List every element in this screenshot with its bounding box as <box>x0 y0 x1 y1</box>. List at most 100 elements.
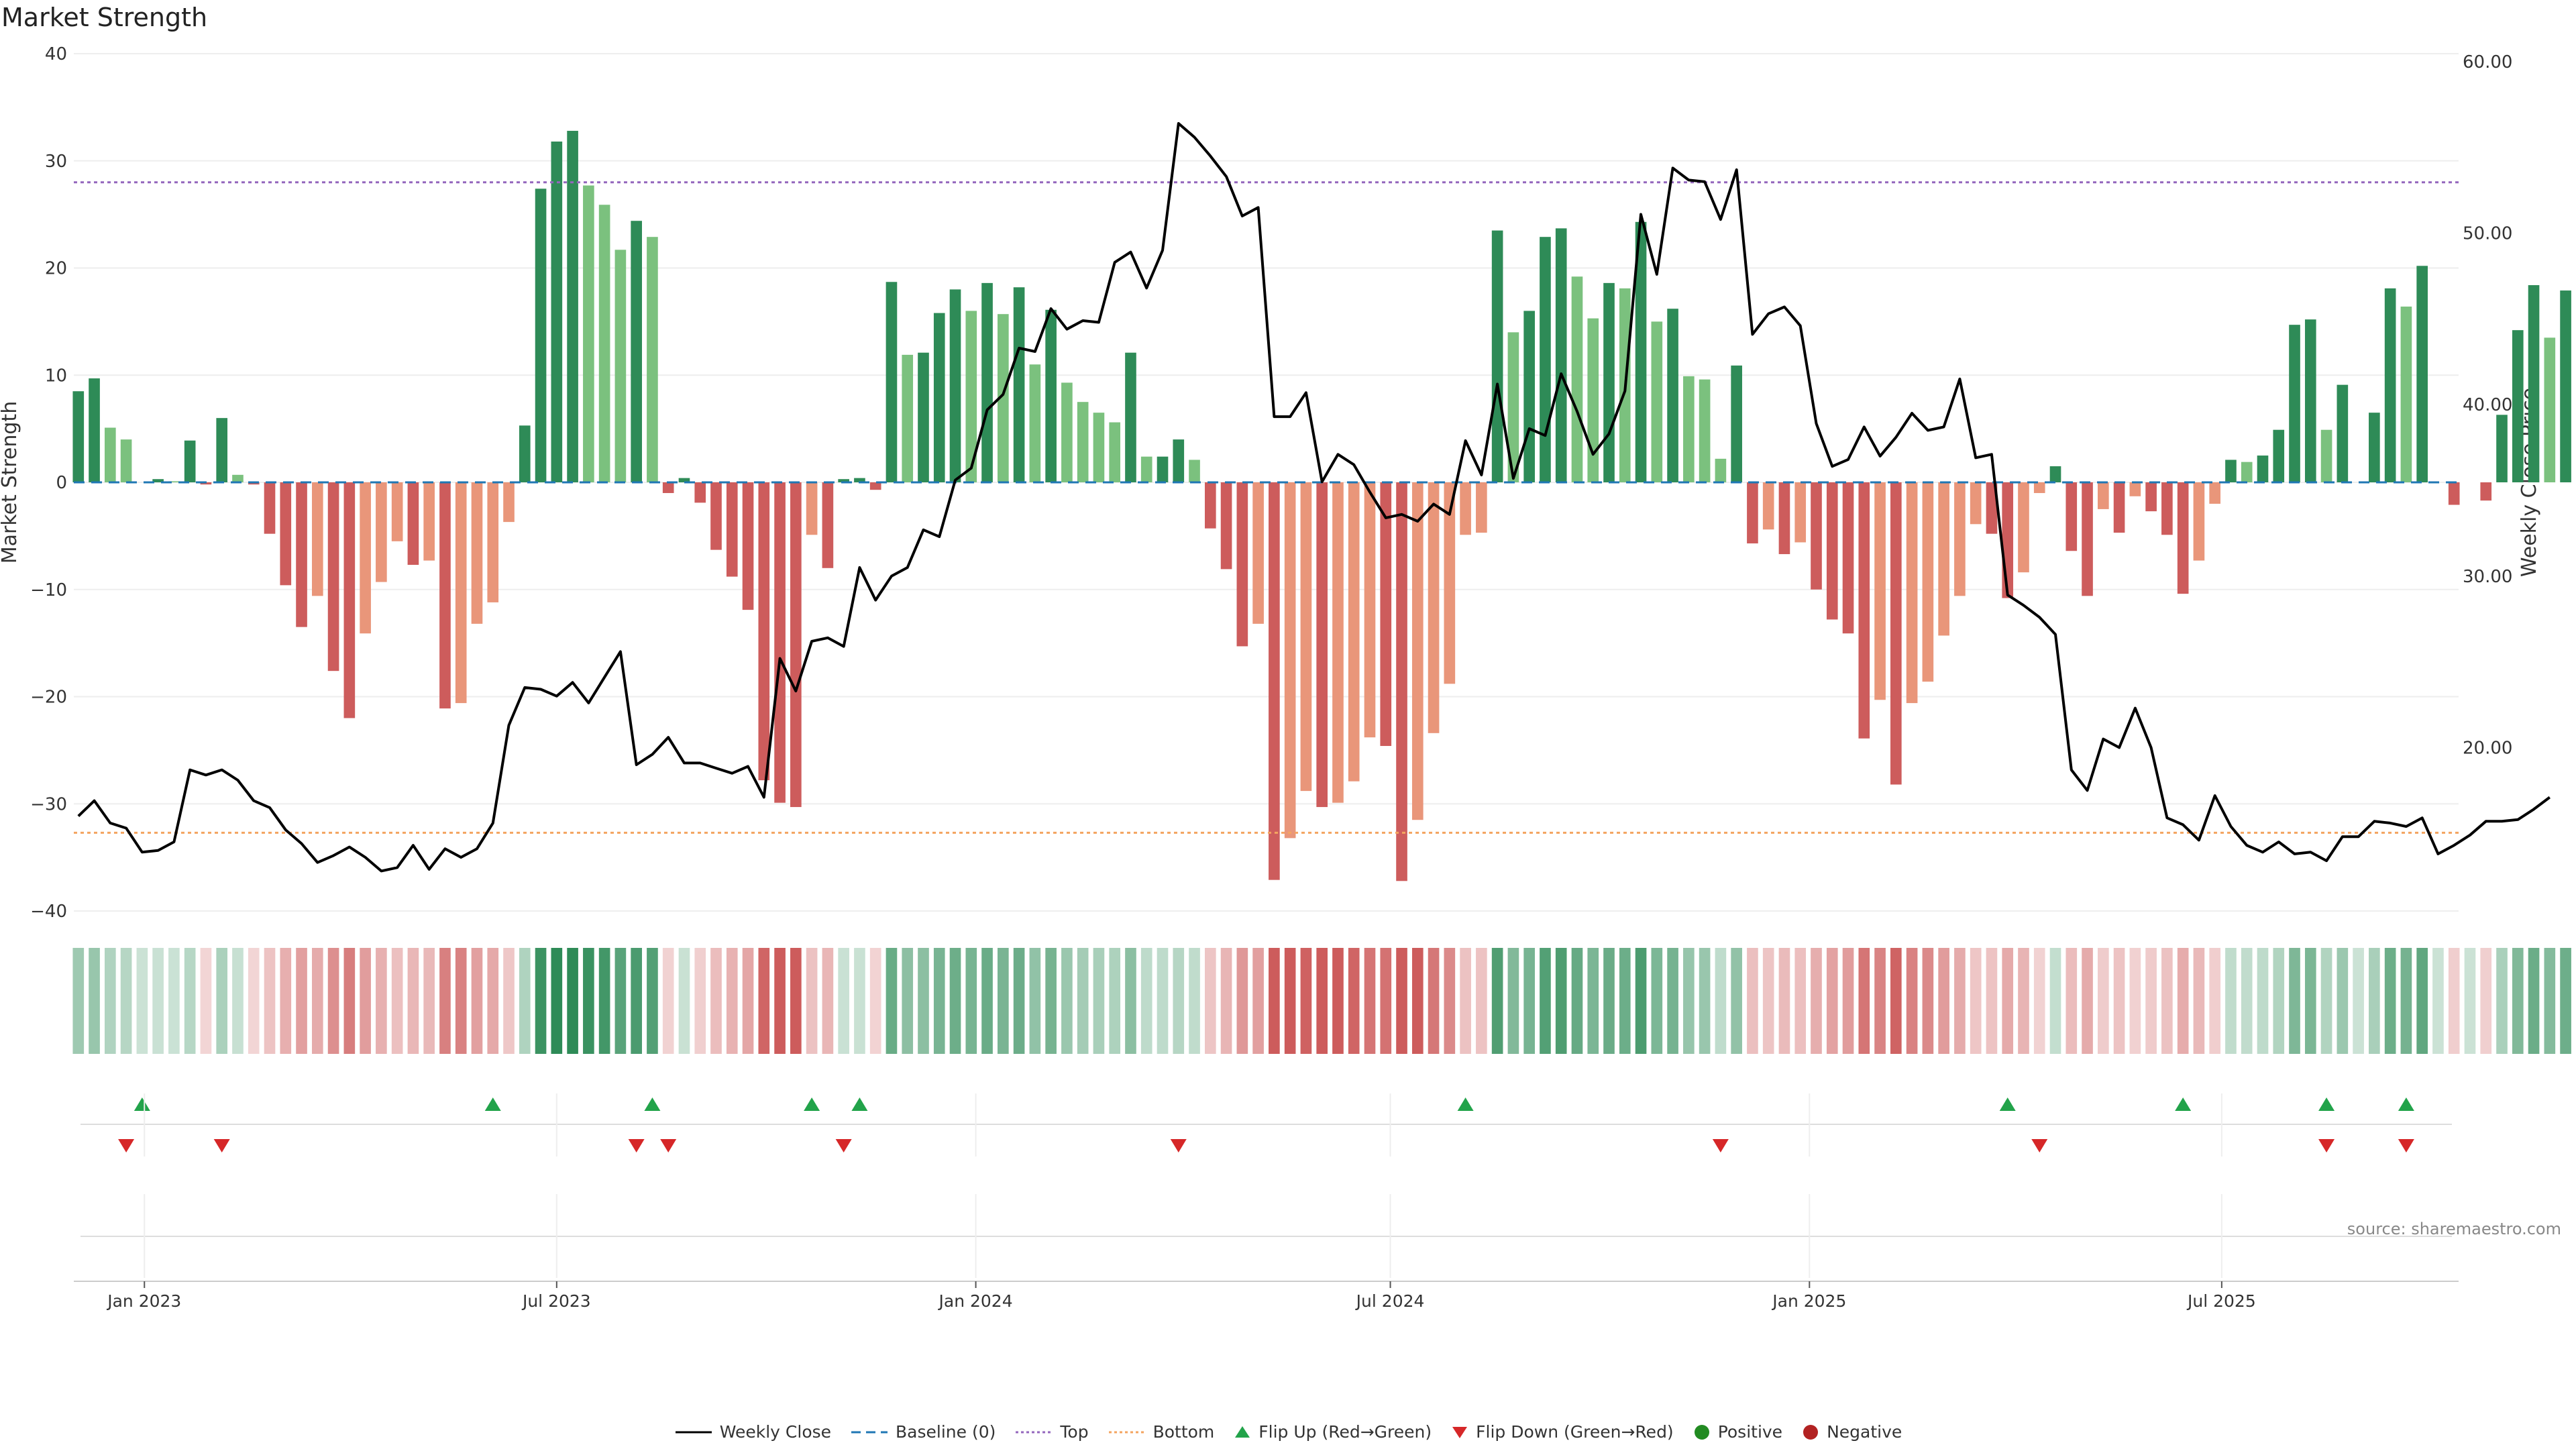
heat-cell <box>1220 948 1232 1054</box>
legend-label: Negative <box>1827 1422 1902 1442</box>
strength-bar <box>1252 482 1264 624</box>
heat-cell <box>1571 948 1583 1054</box>
heat-cell <box>710 948 722 1054</box>
heat-cell <box>136 948 148 1054</box>
heat-cell <box>535 948 547 1054</box>
strength-bar <box>1125 352 1136 482</box>
heat-cell <box>503 948 515 1054</box>
heat-cell <box>455 948 467 1054</box>
strength-bar <box>2257 455 2269 482</box>
heat-cell <box>981 948 993 1054</box>
heat-cell <box>2353 948 2364 1054</box>
heat-cell <box>998 948 1009 1054</box>
strength-bar <box>678 478 690 482</box>
flip-up-marker <box>2175 1097 2192 1111</box>
heat-cell <box>678 948 690 1054</box>
heat-cell <box>1411 948 1424 1054</box>
strength-bar <box>614 250 627 482</box>
heat-cell <box>1125 948 1136 1054</box>
flip-up-marker <box>2318 1097 2335 1111</box>
strength-bar <box>407 482 419 566</box>
heat-cell <box>1013 948 1025 1054</box>
strength-bar <box>503 482 515 523</box>
heat-cell <box>232 948 244 1054</box>
strength-bar <box>1411 482 1424 820</box>
strength-bar <box>1587 318 1599 482</box>
strength-bar <box>152 479 164 482</box>
heat-cell <box>885 948 898 1054</box>
y-tick-label: −20 <box>30 688 67 708</box>
flip-up-marker <box>484 1097 501 1111</box>
heat-cell <box>838 948 849 1054</box>
legend-swatch <box>1108 1431 1145 1433</box>
heat-cell <box>343 948 356 1054</box>
strength-bar <box>2033 482 2045 493</box>
heat-cell <box>311 948 323 1054</box>
heat-cell <box>1954 948 1966 1054</box>
strength-bar <box>790 482 802 808</box>
heat-cell <box>2464 948 2476 1054</box>
y2-tick-label: 60.00 <box>2463 52 2512 72</box>
heat-cell <box>1140 948 1152 1054</box>
strength-bar <box>2512 330 2524 482</box>
flip-up-marker <box>644 1097 661 1111</box>
strength-bar <box>1348 482 1360 782</box>
heat-cell <box>869 948 881 1054</box>
heat-cell <box>1348 948 1360 1054</box>
heat-cell <box>2512 948 2524 1054</box>
heat-cell <box>1364 948 1376 1054</box>
y-tick-label: 20 <box>45 259 67 279</box>
legend-item: Positive <box>1693 1422 1782 1442</box>
heat-cell <box>2018 948 2029 1054</box>
strength-bar <box>774 482 786 803</box>
heat-cell <box>89 948 100 1054</box>
strength-bar <box>1460 482 1471 535</box>
heat-cell <box>742 948 754 1054</box>
strength-bar <box>1683 376 1695 482</box>
strength-bar <box>1667 309 1678 482</box>
heat-cell <box>248 948 260 1054</box>
strength-bar <box>72 391 85 482</box>
strength-bar <box>1523 311 1535 482</box>
heat-cell <box>2384 948 2396 1054</box>
heat-cell <box>647 948 658 1054</box>
heat-cell <box>854 948 865 1054</box>
x-tick-label: Jan 2025 <box>1771 1291 1846 1311</box>
legend-item: Bottom <box>1108 1422 1214 1442</box>
heat-cell <box>1619 948 1631 1054</box>
heat-cell <box>2002 948 2014 1054</box>
strength-bar <box>200 482 212 485</box>
heat-cell <box>1683 948 1695 1054</box>
heat-cell <box>1332 948 1344 1054</box>
heat-cell <box>1874 948 1886 1054</box>
heat-cell <box>1540 948 1551 1054</box>
heat-cell <box>2209 948 2221 1054</box>
legend-item: Baseline (0) <box>850 1422 996 1442</box>
strength-bar <box>1986 482 1998 534</box>
strength-bar <box>1140 456 1152 482</box>
heat-cell <box>1922 948 1934 1054</box>
strength-bar <box>710 482 722 550</box>
strength-bar <box>296 482 307 627</box>
legend-label: Flip Down (Green→Red) <box>1476 1422 1674 1442</box>
heat-cell <box>439 948 451 1054</box>
strength-bar <box>1316 482 1328 808</box>
heat-cell <box>2416 948 2428 1054</box>
flip-up-marker <box>1457 1097 1474 1111</box>
flip-up-marker <box>851 1097 868 1111</box>
flip-down-marker <box>1712 1139 1729 1152</box>
strength-bar <box>2065 482 2078 551</box>
heat-cell <box>2400 948 2412 1054</box>
heat-cell <box>918 948 929 1054</box>
strength-bar <box>1507 332 1519 482</box>
heat-cell <box>1269 948 1280 1054</box>
flip-up-marker <box>133 1097 150 1111</box>
heat-cell <box>280 948 292 1054</box>
strength-bar <box>758 482 770 781</box>
strength-bar <box>311 482 323 596</box>
heat-cell <box>327 948 339 1054</box>
legend-label: Weekly Close <box>719 1422 832 1442</box>
strength-bar <box>662 482 674 493</box>
strength-bar <box>694 482 706 503</box>
heat-cell <box>1396 948 1407 1054</box>
